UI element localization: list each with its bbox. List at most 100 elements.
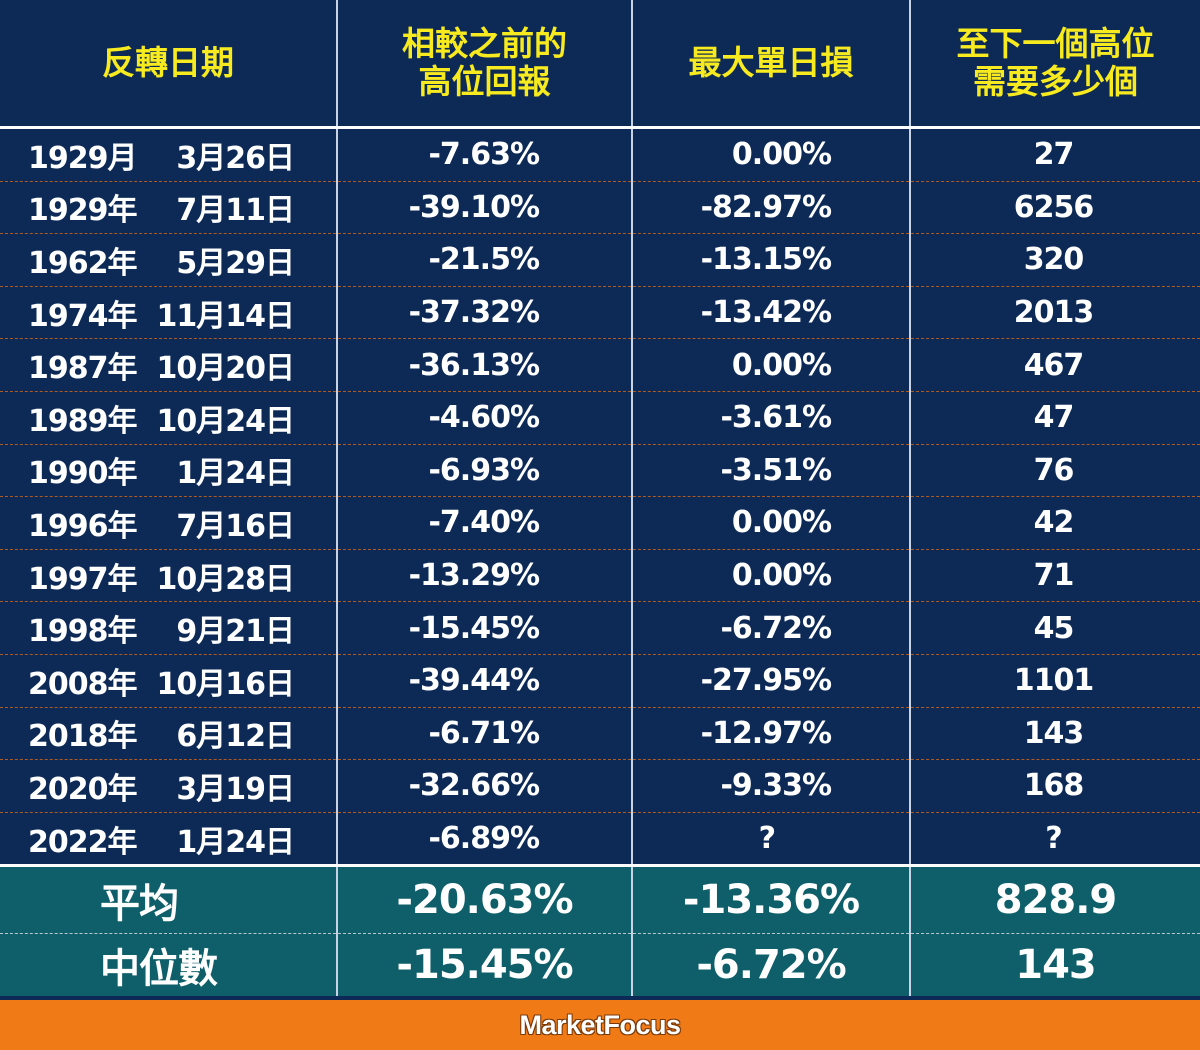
header-days-to-next-high: 至下一個高位 需要多少個 [910, 0, 1200, 129]
cell-return-from-high: -37.32% [337, 285, 633, 339]
table-row: 1998年 9月21日 -15.45% -6.72% 45 [0, 601, 1200, 655]
data-rows: 1929月 3月26日 -7.63% 0.00% 27 1929年 7月11日 -39.10%… [0, 127, 1200, 866]
date-month-day: 11月14日 [156, 298, 296, 334]
cell-days-to-next-high: 320 [910, 233, 1200, 287]
cell-days-to-next-high: 42 [910, 496, 1200, 550]
date-year: 2020年 [28, 771, 138, 807]
cell-max-daily-loss: -3.61% [632, 390, 911, 445]
cell-days-to-next-high: 45 [910, 601, 1200, 655]
cell-reversal-date: 1998年 9月21日 [0, 601, 338, 655]
date-month-day: 5月29日 [176, 245, 295, 281]
header-max-daily-loss: 最大單日損 [632, 0, 911, 129]
date-month-day: 9月21日 [176, 614, 295, 650]
header-reversal-date: 反轉日期 [0, 0, 338, 129]
date-month-day: 10月20日 [156, 351, 296, 387]
cell-return-from-high: -36.13% [337, 338, 633, 392]
cell-days-to-next-high: 71 [910, 548, 1200, 602]
cell-reversal-date: 1990年 1月24日 [0, 443, 338, 497]
cell-reversal-date: 1997年 10月28日 [0, 548, 338, 602]
cell-max-daily-loss: -82.97% [632, 180, 911, 234]
cell-days-to-next-high: 143 [910, 706, 1200, 760]
cell-max-daily-loss: -12.97% [632, 706, 911, 760]
cell-max-daily-loss: -6.72% [632, 601, 911, 655]
cell-return-from-high: -32.66% [337, 759, 633, 813]
cell-reversal-date: 1974年 11月14日 [0, 285, 338, 339]
date-year: 1974年 [28, 298, 138, 334]
table-row: 2008年 10月16日 -39.44% -27.95% 1101 [0, 653, 1200, 708]
cell-reversal-date: 1987年 10月20日 [0, 338, 338, 392]
cell-days-to-next-high: 2013 [910, 285, 1200, 339]
date-month-day: 7月11日 [176, 193, 295, 229]
table-row: 1996年 7月16日 -7.40% 0.00% 42 [0, 496, 1200, 550]
cell-reversal-date: 1929月 3月26日 [0, 127, 338, 182]
table-row: 1997年 10月28日 -13.29% 0.00% 71 [0, 548, 1200, 602]
summary-days: 828.9 [910, 864, 1200, 934]
summary-label: 平均 [0, 864, 338, 934]
cell-reversal-date: 2008年 10月16日 [0, 653, 338, 708]
date-year: 1990年 [28, 456, 138, 492]
cell-days-to-next-high: 47 [910, 390, 1200, 445]
table-row: 1987年 10月20日 -36.13% 0.00% 467 [0, 338, 1200, 392]
cell-return-from-high: -4.60% [337, 390, 633, 445]
cell-days-to-next-high: 27 [1033, 137, 1075, 173]
date-month-day: 7月16日 [176, 508, 295, 544]
header-line: 需要多少個 [973, 62, 1138, 101]
summary-label: 中位數 [0, 933, 338, 997]
cell-max-daily-loss: 0.00% [632, 338, 911, 392]
date-year: 2008年 [28, 666, 138, 702]
header-line: 最大單日損 [688, 43, 854, 82]
table-row: 2020年 3月19日 -32.66% -9.33% 168 [0, 759, 1200, 813]
table-row: 1962年 5月29日 -21.5% -13.15% 320 [0, 233, 1200, 287]
cell-max-daily-loss: -9.33% [632, 759, 911, 813]
cell-return-from-high: -21.5% [337, 233, 633, 287]
date-month-day: 1月24日 [176, 824, 295, 860]
cell-max-daily-loss: -13.42% [632, 285, 911, 339]
date-month-day: 3月26日 [176, 140, 295, 176]
header-return-from-high: 相較之前的 高位回報 [337, 0, 633, 129]
cell-days-to-next-high: 6256 [910, 180, 1200, 234]
summary-max-loss: -13.36% [632, 864, 911, 934]
header-line: 相較之前的 [402, 24, 567, 63]
date-month-day: 6月12日 [176, 719, 295, 755]
date-month-day: 10月16日 [156, 666, 296, 702]
cell-return-from-high: -6.89% [337, 811, 633, 866]
brand-logo: MarketFocus [519, 1009, 681, 1040]
cell-max-daily-loss: -3.51% [632, 443, 911, 497]
cell-days-to-next-high: ? [910, 811, 1200, 866]
date-year: 2018年 [28, 719, 138, 755]
cell-reversal-date: 2020年 3月19日 [0, 759, 338, 813]
cell-return-from-high: -7.63% [337, 127, 633, 182]
cell-days-to-next-high: 168 [910, 759, 1200, 813]
cell-reversal-date: 1996年 7月16日 [0, 496, 338, 550]
cell-return-from-high: -6.71% [337, 706, 633, 760]
table-row: 1990年 1月24日 -6.93% -3.51% 76 [0, 443, 1200, 497]
date-year: 1987年 [28, 351, 138, 387]
date-year: 1929年 [28, 193, 138, 229]
date-year: 1997年 [28, 561, 138, 597]
date-year: 2022年 [28, 824, 138, 860]
cell-reversal-date: 2022年 1月24日 [0, 811, 338, 866]
cell-days-to-next-high: 467 [910, 338, 1200, 392]
cell-max-daily-loss: 0.00% [632, 496, 911, 550]
cell-max-daily-loss: ? [632, 811, 911, 866]
summary-row-average: 平均 -20.63% -13.36% 828.9 [0, 864, 1200, 934]
summary-days: 143 [910, 933, 1200, 997]
summary-return: -20.63% [337, 864, 633, 934]
date-year: 1929月 [28, 140, 138, 176]
date-month-day: 10月28日 [156, 561, 296, 597]
cell-days-to-next-high: 76 [910, 443, 1200, 497]
cell-return-from-high: -7.40% [337, 496, 633, 550]
date-month-day: 3月19日 [176, 771, 295, 807]
cell-max-daily-loss: 0.00% [632, 548, 911, 602]
cell-reversal-date: 1989年 10月24日 [0, 390, 338, 445]
table-row: 2022年 1月24日 -6.89%?? [0, 811, 1200, 866]
summary-max-loss: -6.72% [632, 933, 911, 997]
date-month-day: 1月24日 [176, 456, 295, 492]
date-year: 1962年 [28, 245, 138, 281]
reversal-table: 反轉日期 相較之前的 高位回報 最大單日損 至下一個高位 需要多少個 1929月… [0, 0, 1200, 997]
header-line: 至下一個高位 [956, 24, 1155, 63]
date-month-day: 10月24日 [156, 403, 296, 439]
cell-reversal-date: 1962年 5月29日 [0, 233, 338, 287]
cell-return-from-high: -39.10% [337, 180, 633, 234]
